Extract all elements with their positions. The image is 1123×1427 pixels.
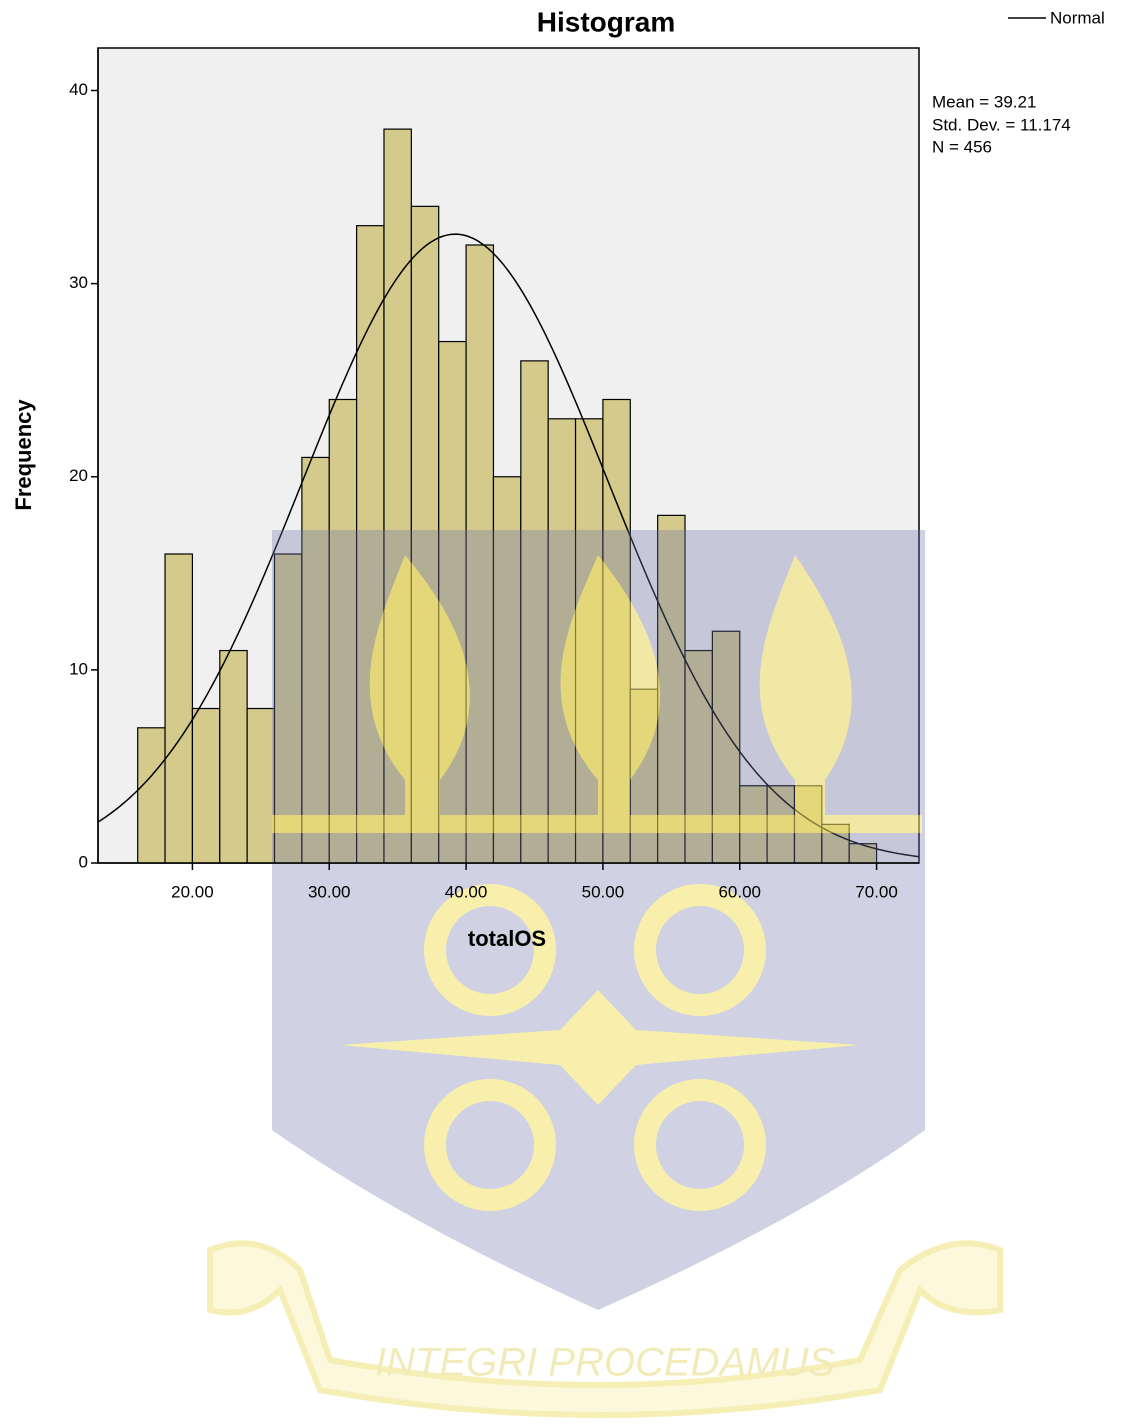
bar [138, 728, 165, 863]
y-tick-label: 10 [69, 659, 88, 678]
chart-title: Histogram [537, 6, 675, 37]
watermark: INTEGRI PROCEDAMUS [210, 530, 1000, 1415]
page: {"chart_data": { "type": "histogram", "t… [0, 0, 1123, 1422]
stat-sd: Std. Dev. = 11.174 [932, 115, 1071, 134]
bar [220, 651, 247, 863]
bar [192, 708, 219, 863]
bar [247, 708, 274, 863]
y-tick-label: 20 [69, 466, 88, 485]
x-tick-label: 50.00 [582, 882, 625, 901]
bar [165, 554, 192, 863]
watermark-motto: INTEGRI PROCEDAMUS [375, 1341, 835, 1385]
x-tick-label: 30.00 [308, 882, 351, 901]
y-tick-label: 0 [79, 852, 88, 871]
stat-mean: Mean = 39.21 [932, 92, 1036, 111]
legend-label: Normal [1050, 8, 1105, 27]
y-axis-label: Frequency [11, 399, 36, 511]
x-tick-label: 60.00 [718, 882, 761, 901]
x-tick-label: 70.00 [855, 882, 898, 901]
chart: INTEGRI PROCEDAMUS Histogram totalOS Fre… [0, 0, 1123, 1422]
y-tick-label: 40 [69, 80, 88, 99]
x-axis-label: totalOS [468, 926, 546, 951]
stat-n: N = 456 [932, 137, 992, 156]
y-tick-label: 30 [69, 273, 88, 292]
watermark-band [272, 815, 922, 833]
x-tick-label: 20.00 [171, 882, 214, 901]
x-tick-label: 40.00 [445, 882, 488, 901]
